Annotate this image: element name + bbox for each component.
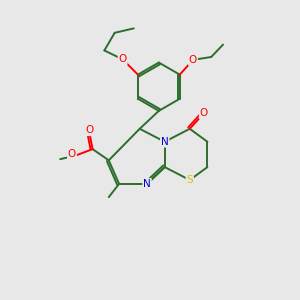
Text: S: S bbox=[186, 175, 193, 185]
Text: O: O bbox=[200, 109, 208, 118]
Text: O: O bbox=[68, 149, 76, 159]
Text: N: N bbox=[143, 179, 151, 189]
Text: O: O bbox=[189, 55, 197, 65]
Text: O: O bbox=[85, 125, 94, 135]
Text: O: O bbox=[118, 54, 127, 64]
Text: N: N bbox=[161, 137, 169, 147]
